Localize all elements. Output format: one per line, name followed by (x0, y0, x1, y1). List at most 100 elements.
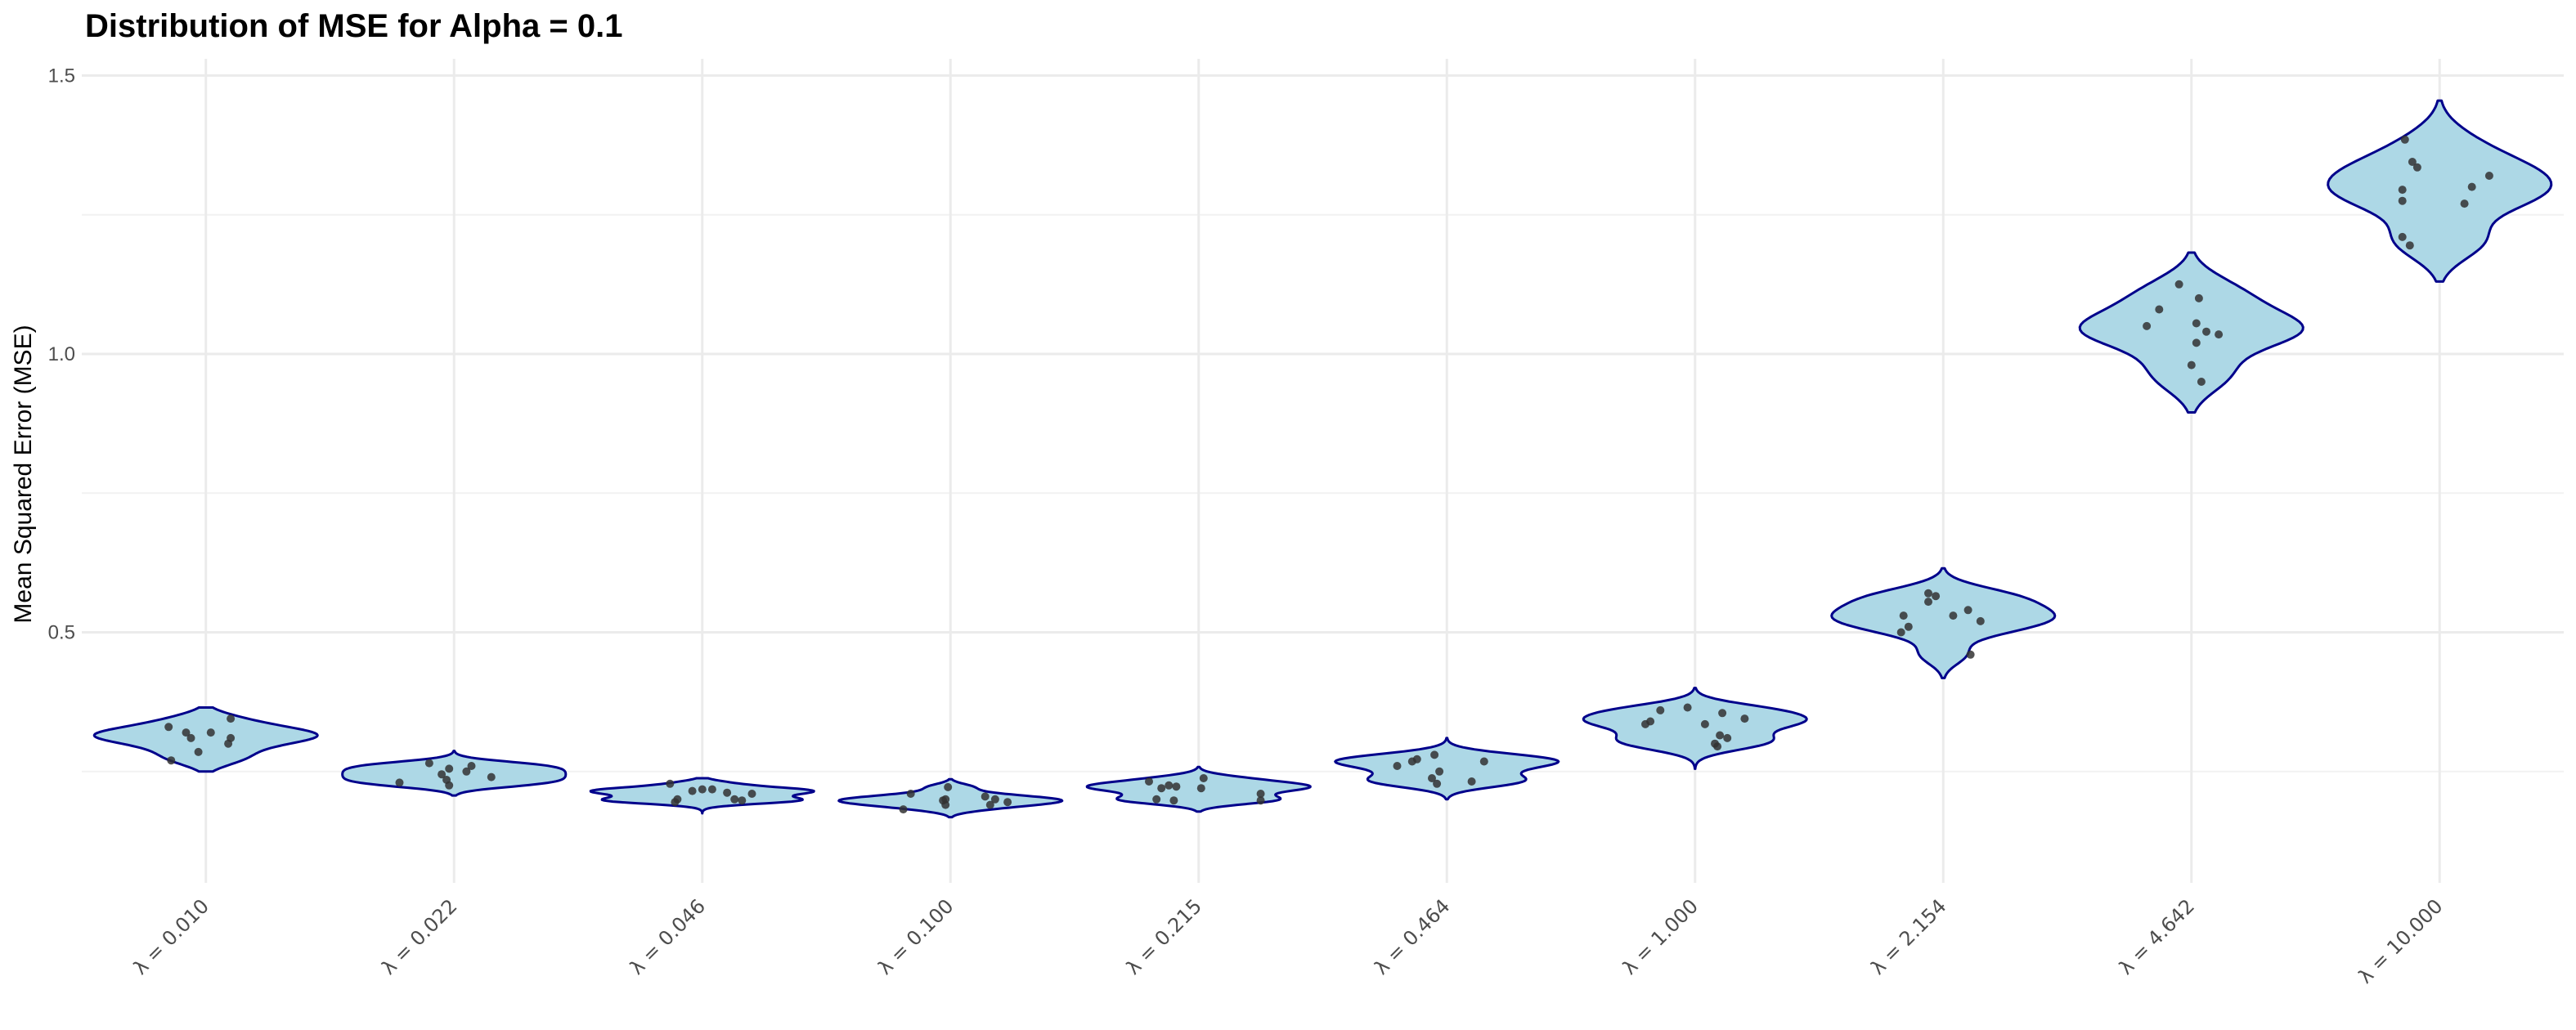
data-point (1723, 733, 1732, 742)
data-point (1467, 777, 1476, 786)
data-point (671, 798, 680, 807)
data-point (990, 795, 999, 804)
data-point (1479, 757, 1488, 766)
data-point (1896, 628, 1905, 637)
data-point (2467, 182, 2476, 191)
data-point (1003, 798, 1012, 807)
data-point (2405, 241, 2414, 250)
data-point (2192, 338, 2201, 347)
point-layer (164, 135, 2493, 814)
data-point (1169, 796, 1178, 805)
y-axis-label: Mean Squared Error (MSE) (10, 325, 37, 623)
data-point (1430, 750, 1439, 759)
data-point (2197, 378, 2206, 386)
data-point (2202, 327, 2210, 336)
data-point (1718, 709, 1727, 718)
data-point (1949, 611, 1958, 620)
data-point (194, 747, 203, 756)
data-point (906, 790, 915, 798)
violin-8 (1830, 566, 2057, 679)
data-point (1963, 606, 1972, 615)
violin-4 (837, 777, 1064, 819)
data-point (395, 778, 404, 787)
data-point (1393, 762, 1402, 770)
data-point (206, 728, 215, 737)
violin-10 (2327, 99, 2553, 283)
data-point (164, 723, 173, 732)
data-point (467, 762, 476, 770)
x-tick-label: λ = 1.000 (1618, 894, 1703, 978)
data-point (2398, 196, 2407, 205)
data-point (1165, 781, 1174, 790)
data-point (1641, 719, 1649, 728)
data-point (227, 714, 236, 723)
chart-title: Distribution of MSE for Alpha = 0.1 (85, 8, 622, 44)
data-point (707, 785, 716, 794)
data-point (1435, 767, 1444, 776)
data-point (730, 795, 739, 804)
data-point (1428, 774, 1436, 782)
data-point (1145, 777, 1153, 786)
violin-6 (1334, 737, 1560, 801)
data-point (167, 756, 176, 765)
data-point (438, 770, 447, 779)
x-tick-label: λ = 2.154 (1866, 894, 1950, 978)
data-point (666, 779, 675, 788)
data-point (1656, 705, 1665, 714)
x-tick-label: λ = 0.464 (1370, 894, 1454, 978)
violin-3 (589, 777, 815, 815)
data-point (445, 764, 454, 773)
data-point (2412, 163, 2421, 172)
data-point (2484, 172, 2493, 180)
y-tick-label: 0.5 (48, 622, 75, 644)
data-point (2398, 186, 2407, 195)
data-point (2194, 293, 2203, 302)
axis-layer: 0.5 1.0 1.5 λ = 0.010 λ = 0.022 λ = 0.046 λ = … (48, 65, 2448, 987)
x-tick-label: λ = 4.642 (2115, 894, 2199, 978)
x-tick-label: λ = 0.100 (873, 894, 958, 978)
data-point (2460, 199, 2469, 208)
data-point (445, 781, 454, 790)
data-point (1700, 719, 1709, 728)
violin-layer (92, 99, 2553, 819)
data-point (1683, 703, 1692, 712)
data-point (462, 767, 471, 776)
data-point (981, 792, 990, 801)
data-point (985, 800, 994, 809)
data-point (1924, 598, 1932, 607)
data-point (2215, 330, 2224, 339)
x-tick-label: λ = 0.215 (1122, 894, 1206, 978)
data-point (1152, 795, 1161, 804)
violin-7 (1582, 687, 1808, 770)
data-point (2174, 280, 2183, 289)
data-point (1924, 589, 1932, 598)
data-point (1407, 757, 1416, 766)
data-point (1966, 650, 1975, 659)
data-point (1433, 779, 1442, 788)
y-tick-label: 1.0 (48, 343, 75, 365)
data-point (2408, 158, 2417, 166)
data-point (738, 796, 747, 805)
data-point (487, 772, 496, 781)
data-point (2143, 321, 2152, 330)
data-point (899, 805, 908, 814)
data-point (2400, 135, 2409, 144)
data-point (1199, 774, 1208, 782)
x-tick-label: λ = 0.022 (377, 894, 461, 978)
violin-9 (2078, 251, 2304, 414)
y-tick-label: 1.5 (48, 65, 75, 87)
data-point (2398, 232, 2407, 241)
data-point (941, 800, 950, 809)
data-point (424, 759, 433, 768)
data-point (1740, 714, 1749, 723)
data-point (1256, 796, 1265, 805)
data-point (1713, 742, 1722, 751)
violin-1 (92, 706, 319, 773)
data-point (186, 733, 195, 742)
data-point (1899, 611, 1908, 620)
data-point (944, 782, 953, 791)
data-point (688, 786, 697, 795)
data-point (182, 728, 191, 737)
